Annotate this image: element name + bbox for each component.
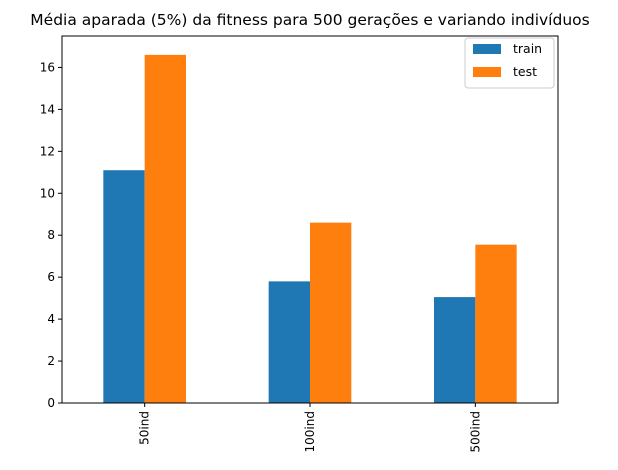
y-tick-label-16: 16	[40, 60, 55, 74]
y-tick-label-14: 14	[40, 102, 55, 116]
y-tick-label-6: 6	[47, 270, 55, 284]
legend-label-train: train	[513, 41, 542, 56]
y-tick-label-2: 2	[47, 354, 55, 368]
y-tick-label-8: 8	[47, 228, 55, 242]
y-tick-label-10: 10	[40, 186, 55, 200]
x-axis: 50ind 100ind 500ind	[138, 403, 482, 452]
y-tick-label-12: 12	[40, 144, 55, 158]
y-tick-label-0: 0	[47, 396, 55, 410]
y-tick-label-4: 4	[47, 312, 55, 326]
bar-train-500ind	[434, 297, 476, 403]
legend-label-test: test	[513, 64, 537, 79]
chart-title: Média aparada (5%) da fitness para 500 g…	[30, 11, 589, 29]
x-tick-label-500ind: 500ind	[468, 411, 482, 452]
bar-test-100ind	[310, 222, 352, 403]
x-tick-label-50ind: 50ind	[138, 411, 152, 445]
legend-swatch-train	[473, 44, 501, 54]
bar-test-500ind	[475, 244, 517, 403]
bar-train-100ind	[268, 281, 310, 403]
bars-group	[103, 54, 517, 403]
x-tick-label-100ind: 100ind	[303, 411, 317, 452]
legend: train test	[464, 37, 555, 89]
legend-swatch-test	[473, 67, 501, 77]
bar-test-50ind	[144, 54, 186, 403]
y-axis: 0 2 4 6 8 10 12 14 16	[40, 60, 62, 410]
bar-train-50ind	[103, 170, 145, 403]
